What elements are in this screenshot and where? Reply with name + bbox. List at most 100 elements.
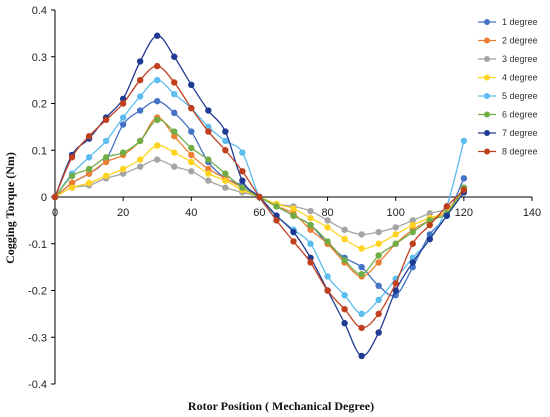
legend-item: 2 degree: [478, 36, 538, 46]
x-tick-label: 0: [52, 207, 58, 219]
data-point: [443, 212, 451, 219]
x-tick-label: 40: [185, 207, 197, 219]
legend-label: 5 degree: [502, 91, 538, 101]
data-point: [205, 107, 212, 114]
data-point: [171, 128, 178, 135]
y-tick-label: -0.3: [28, 332, 47, 344]
data-point: [171, 53, 178, 60]
y-tick-label: 0.4: [32, 5, 47, 17]
data-point: [119, 170, 127, 177]
data-point: [171, 163, 178, 170]
y-axis-ticks: 0.4 0.3 0.2 0.1 0 -0.1 -0.2 -0.3 -0.4: [28, 5, 55, 391]
data-point: [136, 107, 144, 114]
data-point: [409, 217, 416, 224]
data-point: [154, 142, 161, 149]
y-axis-title: Cogging Torque (Nm): [3, 152, 17, 264]
data-point: [85, 165, 93, 173]
data-point: [392, 231, 399, 238]
data-point: [375, 296, 382, 304]
data-point: [136, 163, 144, 170]
data-point: [102, 158, 110, 166]
data-point: [136, 156, 144, 163]
data-point: [375, 282, 382, 290]
legend-swatch-marker: [484, 111, 490, 118]
y-tick-label: -0.2: [28, 286, 47, 298]
data-point: [307, 240, 314, 247]
data-point: [102, 137, 110, 145]
data-point: [324, 224, 331, 231]
data-point: [171, 90, 178, 98]
data-point: [307, 221, 314, 229]
data-point: [154, 116, 161, 124]
legend-label: 7 degree: [502, 128, 538, 138]
x-tick-label: 120: [455, 207, 473, 219]
data-point: [119, 100, 127, 107]
data-point: [392, 240, 399, 247]
y-tick-label: -0.4: [28, 379, 47, 391]
x-tick-label: 80: [321, 207, 333, 219]
data-point: [392, 287, 399, 294]
data-point: [239, 149, 246, 156]
data-point: [136, 76, 144, 84]
data-point: [188, 168, 195, 175]
data-point: [341, 306, 348, 313]
data-point: [375, 310, 382, 318]
data-point: [341, 320, 348, 327]
data-point: [119, 165, 127, 173]
data-point: [85, 170, 93, 177]
legend-swatch-marker: [484, 56, 490, 62]
data-point: [358, 310, 365, 318]
data-point: [154, 32, 161, 39]
data-point: [222, 170, 229, 177]
data-point: [324, 273, 331, 280]
data-point: [358, 263, 365, 271]
data-point: [119, 121, 127, 128]
data-point: [188, 151, 195, 159]
x-tick-label: 20: [117, 207, 129, 219]
data-point: [154, 97, 161, 105]
data-point: [409, 240, 416, 247]
data-point: [426, 217, 433, 224]
y-tick-label: -0.1: [28, 239, 47, 251]
data-point: [205, 156, 212, 163]
data-point: [426, 235, 433, 243]
data-point: [239, 184, 246, 191]
x-tick-label: 60: [253, 207, 265, 219]
data-point: [375, 252, 382, 259]
legend-label: 6 degree: [502, 110, 538, 120]
data-point: [68, 179, 76, 187]
data-point: [409, 228, 416, 236]
data-point: [341, 291, 348, 299]
data-point: [51, 193, 59, 201]
legend-item: 3 degree: [478, 54, 538, 64]
legend-swatch-marker: [484, 74, 490, 81]
data-point: [358, 270, 365, 278]
data-point: [102, 154, 110, 161]
data-point: [222, 177, 229, 184]
data-point: [341, 235, 348, 243]
data-point: [119, 95, 127, 103]
data-point: [154, 156, 161, 163]
data-point: [85, 133, 93, 140]
legend-label: 3 degree: [502, 54, 538, 64]
data-point: [205, 170, 212, 177]
legend-swatch-marker: [484, 37, 490, 44]
data-point: [307, 259, 314, 266]
data-point: [341, 226, 348, 233]
data-point: [188, 104, 195, 112]
data-point: [171, 133, 178, 140]
data-point: [222, 137, 229, 145]
legend-item: 4 degree: [478, 73, 538, 83]
data-point: [222, 128, 229, 135]
data-point: [188, 81, 195, 89]
data-point: [409, 221, 416, 229]
data-point: [102, 116, 110, 124]
data-point: [85, 179, 93, 187]
data-point: [375, 259, 382, 266]
x-tick-label: 100: [387, 207, 405, 219]
legend-label: 4 degree: [502, 73, 538, 83]
data-point: [460, 137, 468, 145]
data-point: [188, 128, 195, 135]
data-point: [119, 149, 127, 156]
